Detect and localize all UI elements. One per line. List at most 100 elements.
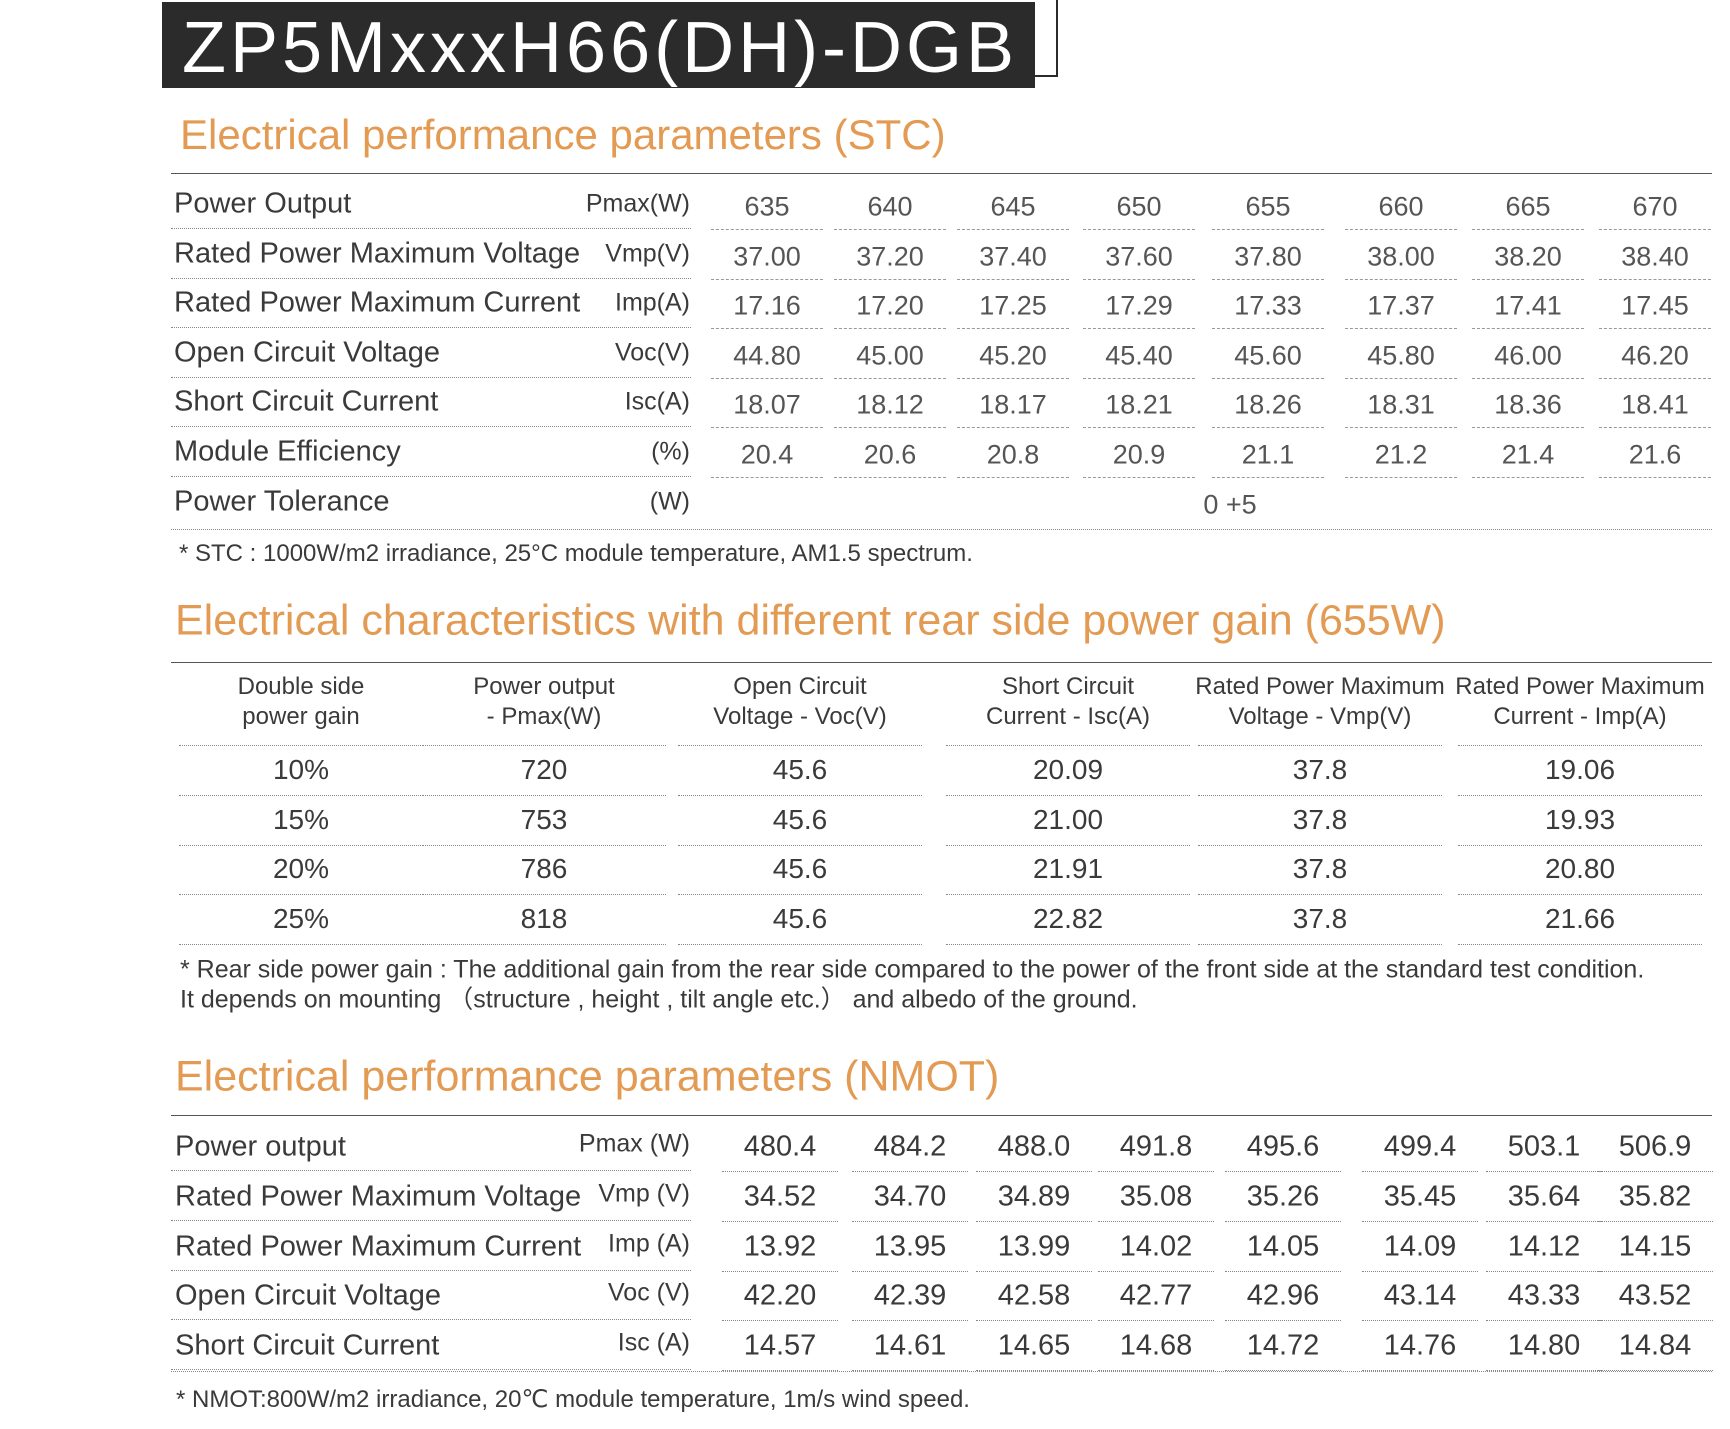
cell-value: 0 +5 — [1203, 489, 1257, 520]
cell-value: 25% — [272, 902, 330, 934]
cell-rule — [711, 229, 823, 230]
cell-value: 480.4 — [743, 1130, 817, 1163]
row-rule — [171, 1319, 691, 1321]
cell-rule — [1486, 1171, 1602, 1172]
cell-value: 13.95 — [873, 1230, 947, 1263]
cell-value: 18.31 — [1367, 389, 1435, 420]
cell-rule — [1198, 943, 1442, 945]
cell-value: 43.33 — [1507, 1279, 1581, 1312]
cell-value: 38.20 — [1494, 241, 1562, 272]
cell-rule — [1472, 427, 1584, 429]
cell-rule — [852, 1270, 968, 1272]
header-rule — [1198, 745, 1442, 746]
row-rule — [171, 376, 691, 378]
cell-value: 18.26 — [1234, 389, 1302, 420]
cell-rule — [1345, 377, 1457, 379]
row-rule — [171, 228, 691, 229]
cell-value: 635 — [744, 191, 790, 222]
cell-value: 14.05 — [1246, 1230, 1320, 1263]
cell-rule — [1362, 1320, 1478, 1322]
cell-rule — [957, 427, 1069, 429]
cell-value: 21.00 — [1032, 803, 1104, 835]
cell-rule — [852, 1370, 968, 1372]
cell-value: 20.8 — [986, 439, 1040, 470]
cell-value: 37.40 — [979, 241, 1047, 272]
row-rule — [171, 1219, 691, 1221]
cell-value: 21.2 — [1374, 439, 1428, 470]
cell-value: 786 — [520, 853, 568, 885]
cell-value: 34.70 — [873, 1180, 947, 1213]
cell-rule — [711, 278, 823, 280]
row-label: Open Circuit Voltage — [174, 336, 440, 369]
section-title: Electrical performance parameters (NMOT) — [175, 1052, 1000, 1101]
cell-value: 20.80 — [1544, 853, 1616, 885]
cell-rule — [1599, 278, 1711, 280]
cell-rule — [1597, 1270, 1713, 1272]
cell-rule — [678, 844, 922, 846]
cell-rule — [1458, 844, 1702, 846]
cell-value: 38.40 — [1621, 241, 1689, 272]
cell-value: 19.93 — [1544, 803, 1616, 835]
cell-value: 35.08 — [1119, 1180, 1193, 1213]
cell-value: 20% — [272, 853, 330, 885]
cell-rule — [179, 894, 423, 896]
cell-value: 35.64 — [1507, 1180, 1581, 1213]
cell-value: 655 — [1245, 191, 1291, 222]
row-rule — [171, 426, 691, 428]
row-label: Module Efficiency — [174, 435, 401, 468]
cell-rule — [834, 377, 946, 379]
cell-rule — [957, 477, 1069, 478]
cell-rule — [179, 844, 423, 846]
cell-rule — [1083, 377, 1195, 379]
cell-rule — [1362, 1270, 1478, 1272]
cell-rule — [678, 943, 922, 945]
row-unit: (%) — [651, 437, 690, 466]
cell-value: 18.21 — [1105, 389, 1173, 420]
column-header: Voltage - Voc(V) — [713, 703, 887, 730]
cell-value: 720 — [520, 754, 568, 785]
header-rule — [678, 745, 922, 746]
cell-value: 43.14 — [1383, 1279, 1457, 1312]
cell-value: 18.12 — [856, 389, 924, 420]
row-label: Rated Power Maximum Current — [175, 1230, 582, 1263]
cell-value: 37.8 — [1292, 902, 1348, 934]
cell-value: 38.00 — [1367, 241, 1435, 272]
row-label: Power output — [175, 1130, 346, 1163]
cell-value: 670 — [1632, 191, 1678, 222]
cell-rule — [946, 844, 1190, 846]
cell-rule — [1345, 229, 1457, 230]
cell-value: 665 — [1505, 191, 1551, 222]
cell-value: 14.68 — [1119, 1329, 1193, 1362]
cell-rule — [1212, 477, 1324, 478]
title-bracket — [1035, 0, 1058, 77]
cell-rule — [1212, 278, 1324, 280]
row-unit: Pmax (W) — [578, 1129, 690, 1158]
row-label: Short Circuit Current — [174, 385, 439, 418]
row-unit: Pmax(W) — [585, 189, 690, 218]
row-rule — [171, 476, 691, 477]
cell-rule — [1486, 1220, 1602, 1222]
cell-value: 45.6 — [772, 853, 828, 885]
cell-value: 20.09 — [1032, 754, 1104, 785]
cell-value: 37.60 — [1105, 241, 1173, 272]
cell-rule — [976, 1220, 1092, 1222]
cell-value: 35.26 — [1246, 1180, 1320, 1213]
cell-rule — [1212, 377, 1324, 379]
cell-value: 14.84 — [1618, 1329, 1692, 1362]
section-title: Electrical performance parameters (STC) — [180, 111, 946, 158]
row-label: Short Circuit Current — [175, 1329, 440, 1362]
cell-rule — [1345, 278, 1457, 280]
cell-rule — [1362, 1220, 1478, 1222]
cell-value: 14.76 — [1383, 1329, 1457, 1362]
cell-value: 37.8 — [1292, 754, 1348, 785]
cell-rule — [1083, 477, 1195, 478]
cell-value: 18.41 — [1621, 389, 1689, 420]
cell-value: 660 — [1378, 191, 1424, 222]
cell-value: 19.06 — [1544, 754, 1616, 785]
cell-value: 13.99 — [997, 1230, 1071, 1263]
cell-value: 640 — [867, 191, 913, 222]
cell-rule — [834, 427, 946, 429]
cell-rule — [1198, 795, 1442, 796]
cell-rule — [1597, 1220, 1713, 1222]
cell-rule — [976, 1370, 1092, 1372]
